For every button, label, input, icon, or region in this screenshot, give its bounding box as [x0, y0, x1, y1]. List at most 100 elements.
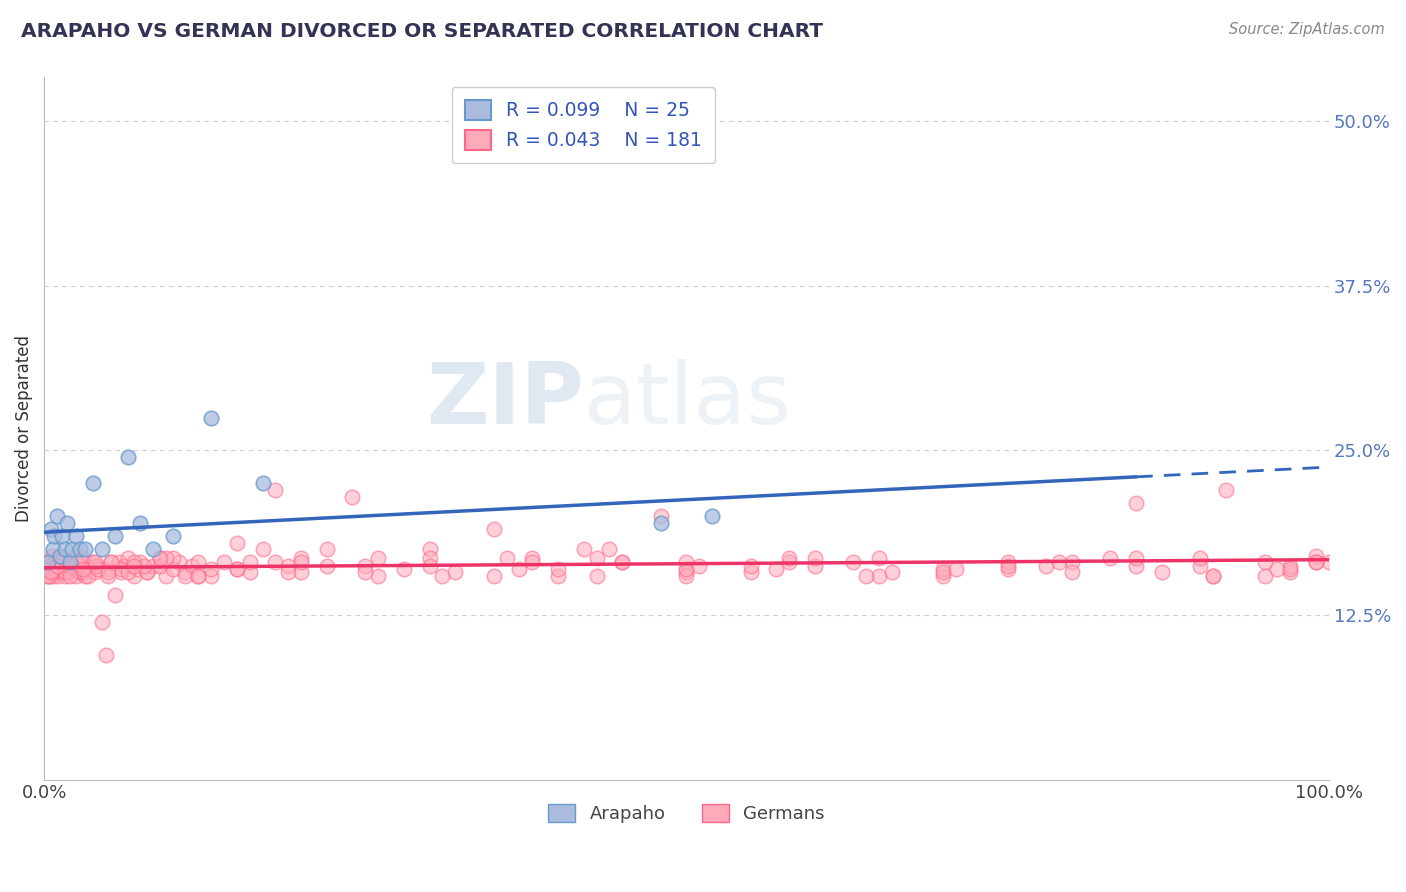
Point [225, 562, 247, 576]
Text: Source: ZipAtlas.com: Source: ZipAtlas.com [1229, 22, 1385, 37]
Point [585, 568, 607, 582]
Text: ZIP: ZIP [426, 359, 583, 442]
Point [90, 542, 112, 557]
Point [55, 562, 77, 576]
Point [87, 562, 110, 576]
Point [740, 559, 762, 574]
Point [77, 562, 100, 576]
Point [277, 559, 299, 574]
Point [162, 529, 184, 543]
Point [418, 551, 440, 566]
Point [82, 555, 104, 569]
Point [675, 555, 697, 569]
Point [75, 542, 97, 557]
Point [804, 559, 827, 574]
Point [585, 551, 607, 566]
Point [97, 568, 120, 582]
Point [48, 555, 70, 569]
Point [187, 555, 209, 569]
Point [46, 559, 69, 574]
Point [1305, 549, 1327, 563]
Point [675, 565, 697, 579]
Point [69, 551, 91, 566]
Point [252, 542, 274, 557]
Point [135, 565, 157, 579]
Point [1279, 562, 1302, 576]
Point [354, 565, 377, 579]
Point [94, 648, 117, 662]
Point [59, 555, 82, 569]
Point [84, 565, 107, 579]
Point [117, 551, 139, 566]
Point [37, 568, 59, 582]
Point [392, 562, 415, 576]
Point [44, 562, 66, 576]
Point [129, 516, 152, 530]
Point [495, 551, 517, 566]
Point [110, 562, 132, 576]
Point [46, 509, 69, 524]
Point [342, 490, 364, 504]
Point [508, 562, 530, 576]
Point [1047, 555, 1070, 569]
Point [842, 555, 865, 569]
Point [1253, 568, 1275, 582]
Point [52, 555, 75, 569]
Point [122, 559, 145, 574]
Point [868, 568, 890, 582]
Legend: Arapaho, Germans: Arapaho, Germans [537, 793, 835, 834]
Point [932, 568, 955, 582]
Point [45, 565, 67, 579]
Point [1305, 555, 1327, 569]
Point [56, 516, 79, 530]
Point [45, 559, 67, 574]
Point [149, 551, 172, 566]
Text: ARAPAHO VS GERMAN DIVORCED OR SEPARATED CORRELATION CHART: ARAPAHO VS GERMAN DIVORCED OR SEPARATED … [21, 22, 823, 41]
Point [39, 565, 62, 579]
Point [97, 565, 120, 579]
Point [149, 559, 172, 574]
Point [1253, 555, 1275, 569]
Point [39, 559, 62, 574]
Point [1202, 568, 1225, 582]
Point [290, 555, 312, 569]
Point [1189, 551, 1212, 566]
Point [804, 551, 827, 566]
Point [162, 562, 184, 576]
Point [932, 565, 955, 579]
Point [112, 559, 135, 574]
Point [135, 565, 157, 579]
Point [1125, 551, 1147, 566]
Point [53, 568, 76, 582]
Point [129, 555, 152, 569]
Point [60, 542, 83, 557]
Point [650, 516, 672, 530]
Point [97, 562, 120, 576]
Point [60, 559, 83, 574]
Point [53, 542, 76, 557]
Point [1305, 555, 1327, 569]
Point [155, 568, 177, 582]
Point [1317, 555, 1340, 569]
Point [142, 559, 165, 574]
Point [432, 568, 454, 582]
Point [107, 555, 129, 569]
Point [688, 559, 710, 574]
Point [522, 555, 544, 569]
Point [880, 565, 903, 579]
Point [65, 562, 87, 576]
Point [200, 568, 222, 582]
Point [44, 529, 66, 543]
Point [778, 551, 800, 566]
Point [87, 559, 110, 574]
Point [1060, 555, 1083, 569]
Point [1267, 562, 1289, 576]
Point [277, 565, 299, 579]
Point [110, 565, 132, 579]
Text: atlas: atlas [583, 359, 792, 442]
Point [200, 562, 222, 576]
Point [122, 568, 145, 582]
Point [675, 562, 697, 576]
Point [264, 555, 287, 569]
Point [252, 476, 274, 491]
